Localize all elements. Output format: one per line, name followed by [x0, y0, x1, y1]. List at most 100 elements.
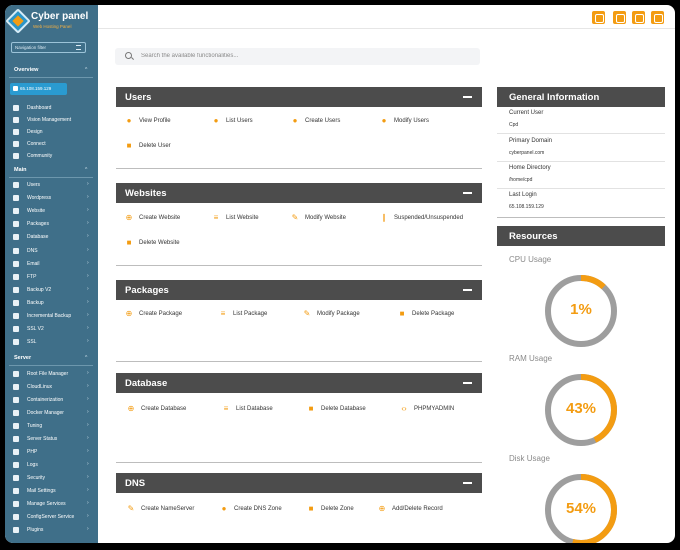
- navigation-filter-placeholder: Navigation filter: [15, 45, 47, 50]
- disk-usage-label: Disk Usage: [509, 454, 550, 463]
- sidebar-item-label: Incremental Backup: [27, 313, 72, 319]
- brand[interactable]: Cyber panel Web Hosting Panel: [5, 8, 95, 35]
- configserver-icon: [13, 514, 19, 520]
- sidebar-item-vision-management[interactable]: Vision Management: [13, 116, 93, 126]
- backup-icon: [13, 286, 19, 293]
- ssl-icon: [13, 339, 19, 346]
- incremental-backup-icon: [13, 313, 19, 319]
- sidebar-item-ssl-v2[interactable]: SSL V2 ›: [13, 325, 93, 335]
- sidebar-item-tuning[interactable]: Tuning ›: [13, 422, 93, 432]
- ram-usage-value: 43%: [565, 400, 597, 417]
- sidebar-item-manage-services[interactable]: Manage Services ›: [13, 500, 93, 510]
- plus-circle-icon: ⊕: [125, 309, 133, 318]
- settings-icon[interactable]: [632, 11, 645, 24]
- list-icon: ≡: [213, 213, 219, 222]
- sidebar-item-label: Dashboard: [27, 105, 52, 111]
- plus-circle-icon: ⊕: [127, 404, 135, 413]
- server-ip: 65.108.159.129: [20, 86, 52, 91]
- cpu-usage-value: 1%: [570, 301, 592, 318]
- chat-icon[interactable]: [613, 11, 626, 24]
- sidebar-item-wordpress[interactable]: Wordpress ›: [13, 194, 93, 204]
- sidebar-item-users[interactable]: Users ›: [13, 181, 93, 191]
- sidebar-item-email[interactable]: Email ›: [13, 260, 93, 270]
- info-row-current-user: Current User Cpd: [497, 108, 665, 134]
- chevron-up-icon[interactable]: ^: [85, 67, 88, 73]
- chevron-right-icon: ›: [87, 448, 89, 454]
- sidebar-item-website[interactable]: Website ›: [13, 207, 93, 217]
- sidebar-item-mail-settings[interactable]: Mail Settings ›: [13, 487, 93, 497]
- server-ip-chip[interactable]: 65.108.159.129: [10, 83, 67, 95]
- chevron-right-icon: ›: [87, 435, 89, 441]
- sidebar-item-label: Design: [27, 129, 43, 135]
- sidebar-item-security[interactable]: Security ›: [13, 474, 93, 484]
- trash-icon: ■: [308, 404, 314, 413]
- sidebar-item-configserver-service[interactable]: ConfigServer Service ›: [13, 513, 93, 523]
- docker-icon: [13, 410, 19, 416]
- power-icon[interactable]: [651, 11, 664, 24]
- users-icon: ●: [213, 116, 219, 125]
- general-information-header: General Information: [497, 87, 665, 107]
- collapse-icon[interactable]: [463, 289, 472, 291]
- chevron-up-icon[interactable]: ^: [85, 355, 88, 361]
- code-icon: ‹›: [401, 404, 407, 413]
- sidebar-item-plugins[interactable]: Plugins ›: [13, 526, 93, 536]
- ram-usage-label: RAM Usage: [509, 354, 553, 363]
- gauge-fill: [545, 474, 617, 543]
- panel-divider: [116, 265, 482, 266]
- sidebar-item-php[interactable]: PHP ›: [13, 448, 93, 458]
- sidebar-item-ssl[interactable]: SSL ›: [13, 338, 93, 348]
- sidebar-item-dns[interactable]: DNS ›: [13, 247, 93, 257]
- sidebar-item-containerization[interactable]: Containerization ›: [13, 396, 93, 406]
- sidebar-item-label: Backup: [27, 299, 44, 306]
- navigation-filter-input[interactable]: Navigation filter: [11, 42, 86, 53]
- chevron-right-icon: ›: [87, 194, 89, 201]
- sidebar-item-packages[interactable]: Packages ›: [13, 220, 93, 230]
- sidebar-item-server-status[interactable]: Server Status ›: [13, 435, 93, 445]
- chevron-right-icon: ›: [87, 526, 89, 532]
- wordpress-icon: [13, 195, 19, 202]
- sidebar-item-backup[interactable]: Backup ›: [13, 299, 93, 309]
- sidebar-item-label: Website: [27, 208, 45, 215]
- gauge-fill: [545, 275, 617, 347]
- chevron-up-icon[interactable]: ^: [85, 167, 88, 173]
- collapse-icon[interactable]: [463, 382, 472, 384]
- sidebar-item-community[interactable]: Community: [13, 152, 93, 162]
- collapse-icon[interactable]: [463, 192, 472, 194]
- gauge-svg: [545, 374, 617, 446]
- user-icon: ●: [126, 116, 132, 125]
- info-label: Primary Domain: [509, 138, 553, 144]
- divider: [9, 365, 93, 366]
- sidebar-item-cloudlinux[interactable]: CloudLinux ›: [13, 383, 93, 393]
- list-icon: ≡: [220, 309, 226, 318]
- search-bar[interactable]: [115, 48, 480, 65]
- gauge-svg: [545, 275, 617, 347]
- php-icon: [13, 449, 19, 455]
- sidebar-item-backup-v2[interactable]: Backup V2 ›: [13, 286, 93, 296]
- sidebar-item-docker-manager[interactable]: Docker Manager ›: [13, 409, 93, 419]
- sidebar-item-root-file-manager[interactable]: Root File Manager ›: [13, 370, 93, 380]
- topbar-divider: [98, 28, 675, 29]
- sidebar-item-incremental-backup[interactable]: Incremental Backup ›: [13, 312, 93, 322]
- sidebar-item-label: Root File Manager: [27, 371, 69, 377]
- sidebar-item-connect[interactable]: Connect: [13, 140, 93, 150]
- sidebar-item-dashboard[interactable]: Dashboard: [13, 104, 93, 114]
- search-input[interactable]: [141, 50, 461, 62]
- trash-icon: ■: [308, 504, 314, 513]
- sidebar-item-label: FTP: [27, 273, 37, 280]
- sidebar-item-design[interactable]: Design: [13, 128, 93, 138]
- youtube-icon[interactable]: [592, 11, 605, 24]
- sidebar-item-database[interactable]: Database ›: [13, 233, 93, 243]
- sidebar-item-ftp[interactable]: FTP ›: [13, 273, 93, 283]
- sidebar-item-logs[interactable]: Logs ›: [13, 461, 93, 471]
- sidebar-item-label: Mail Settings: [27, 488, 56, 494]
- plus-circle-icon: ⊕: [125, 213, 133, 222]
- sidebar-item-label: Email: [27, 260, 40, 267]
- sidebar-item-label: Server Status: [27, 436, 58, 442]
- collapse-icon[interactable]: [463, 96, 472, 98]
- collapse-icon[interactable]: [463, 482, 472, 484]
- brand-name: Cyber panel: [31, 11, 89, 22]
- info-value: /home/cpd: [509, 177, 533, 183]
- manage-services-icon: [13, 501, 19, 507]
- sidebar-item-label: SSL V2: [27, 326, 44, 333]
- panel-header-websites: Websites: [116, 183, 482, 203]
